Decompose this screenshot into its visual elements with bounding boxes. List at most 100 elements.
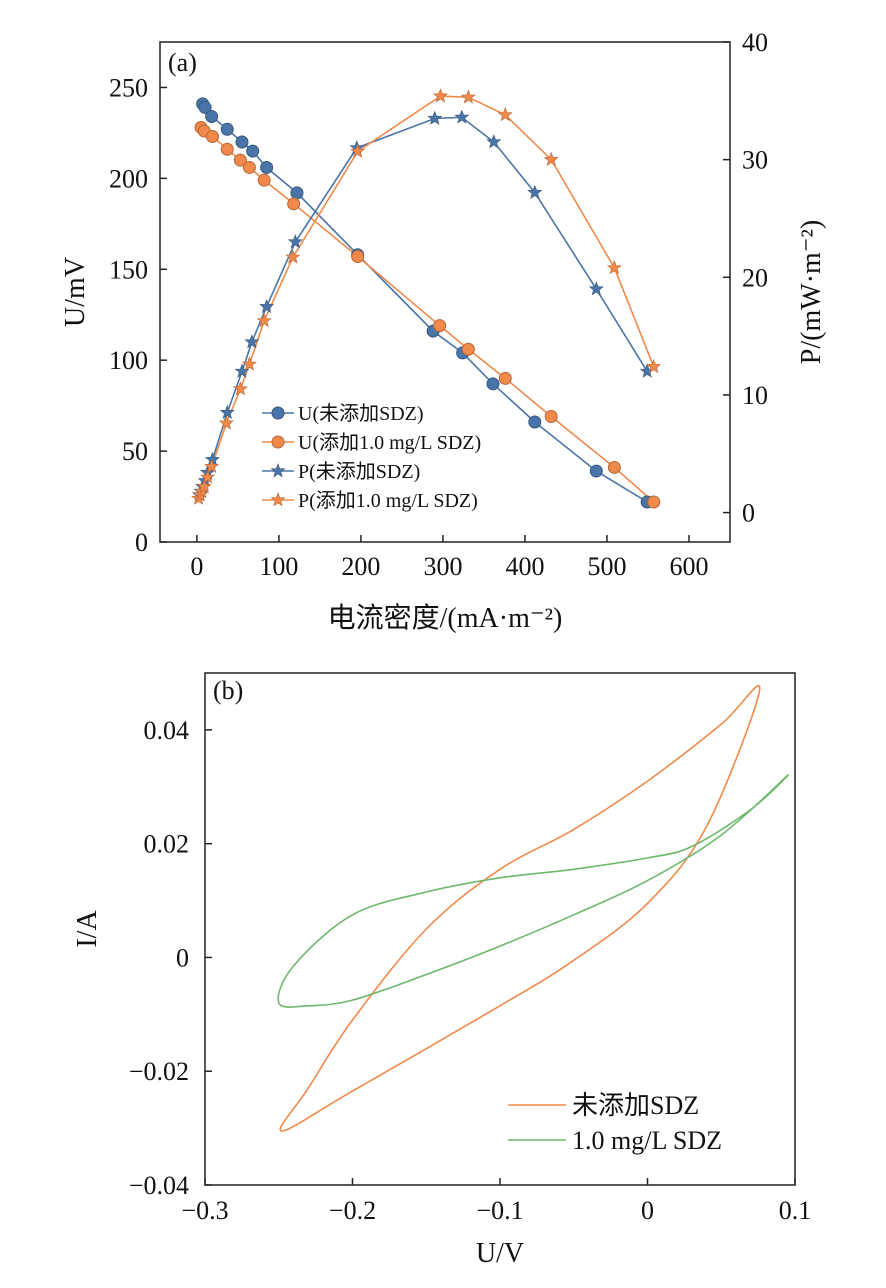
data-point — [432, 88, 448, 103]
data-point — [287, 234, 303, 249]
y-left-tick-label: 100 — [109, 346, 148, 375]
y-tick-label: 0.02 — [144, 830, 190, 859]
x-tick-label: 100 — [259, 552, 298, 581]
x-tick-label: 500 — [587, 552, 626, 581]
data-point — [290, 186, 304, 200]
data-point — [241, 356, 257, 371]
legend-marker — [271, 435, 285, 449]
data-point — [246, 144, 260, 158]
plot-frame-a — [159, 41, 731, 543]
y-axis-right-ticks-a: 0 10 20 30 40 — [723, 28, 768, 528]
data-point — [588, 281, 604, 296]
cv-curve — [279, 684, 761, 1132]
x-tick-label: 600 — [669, 552, 708, 581]
data-point — [219, 404, 235, 419]
data-point — [233, 153, 247, 167]
legend-label: U(添加1.0 mg/L SDZ) — [298, 431, 481, 454]
y-tick-label: 0.04 — [144, 716, 190, 745]
panel-a: 0 100 200 300 400 500 600 0 50 100 150 200 250 0 10 2… — [60, 28, 827, 634]
y-tick-label: −0.04 — [129, 1171, 189, 1200]
legend-marker — [270, 492, 286, 507]
data-point — [196, 478, 212, 494]
y-right-tick-label: 40 — [742, 28, 768, 57]
x-tick-label: −0.2 — [329, 1196, 376, 1225]
data-point — [242, 160, 256, 174]
x-axis-ticks-b: −0.3 −0.2 −0.1 0 0.1 — [181, 1178, 811, 1225]
x-axis-title-b: U/V — [476, 1238, 524, 1269]
x-tick-label: −0.1 — [476, 1196, 523, 1225]
x-axis-title-a: 电流密度/(mA·m⁻²) — [328, 602, 563, 634]
data-point — [606, 260, 622, 275]
data-point — [200, 469, 216, 484]
x-tick-label: 0 — [190, 552, 203, 581]
data-point — [287, 197, 301, 211]
data-point — [285, 249, 301, 264]
data-point — [589, 464, 603, 478]
y-right-tick-label: 30 — [742, 146, 768, 175]
panel-b: −0.3 −0.2 −0.1 0 0.1 −0.04 −0.02 0 0.02 0.04 (b)… — [72, 672, 811, 1269]
data-point — [259, 298, 275, 314]
legend-marker — [271, 406, 285, 420]
x-tick-label: 0 — [641, 1196, 654, 1225]
data-point — [219, 415, 234, 430]
data-point — [486, 377, 500, 391]
data-point — [527, 184, 543, 199]
legend-label: P(未添加SDZ) — [298, 460, 420, 483]
data-point — [350, 143, 366, 158]
data-point — [351, 250, 365, 264]
y-tick-label: 0 — [176, 943, 189, 972]
legend-label: P(添加1.0 mg/L SDZ) — [298, 489, 478, 512]
data-point — [528, 415, 542, 429]
y-axis-right-title-a: P/(mW·m⁻²) — [796, 220, 827, 364]
data-point — [220, 122, 234, 136]
data-point — [260, 160, 274, 174]
legend-marker — [270, 463, 286, 478]
y-right-tick-label: 20 — [742, 263, 768, 292]
data-point — [198, 100, 212, 114]
legend-label: 1.0 mg/L SDZ — [572, 1126, 722, 1155]
data-point — [235, 135, 249, 149]
x-tick-label: 200 — [341, 552, 380, 581]
y-left-tick-label: 0 — [135, 528, 148, 557]
x-tick-label: −0.3 — [181, 1196, 228, 1225]
y-tick-label: −0.02 — [129, 1057, 189, 1086]
y-axis-title-b: I/A — [72, 910, 103, 948]
y-left-tick-label: 250 — [109, 73, 148, 102]
data-point — [607, 460, 621, 474]
data-point — [497, 107, 513, 122]
data-point — [205, 130, 219, 144]
data-point — [244, 334, 260, 349]
y-axis-ticks-b: −0.04 −0.02 0 0.02 0.04 — [129, 716, 212, 1200]
data-point — [205, 110, 219, 124]
series-a — [191, 88, 662, 509]
data-point — [461, 342, 475, 356]
data-point — [460, 89, 476, 104]
data-point — [204, 458, 220, 474]
data-point — [454, 109, 470, 124]
x-tick-label: 400 — [505, 552, 544, 581]
y-right-tick-label: 0 — [742, 499, 755, 528]
data-point — [232, 381, 248, 396]
legend-label: U(未添加SDZ) — [298, 402, 424, 425]
y-left-tick-label: 50 — [122, 437, 148, 466]
data-point — [646, 358, 662, 374]
data-point — [256, 312, 272, 328]
data-point — [220, 142, 234, 156]
panel-label-a: (a) — [168, 48, 197, 77]
legend-b: 未添加SDZ 1.0 mg/L SDZ — [508, 1091, 722, 1155]
data-point — [498, 371, 512, 385]
data-point — [486, 134, 502, 149]
x-tick-label: 300 — [423, 552, 462, 581]
x-tick-label: 0.1 — [779, 1196, 812, 1225]
x-axis-ticks-a: 0 100 200 300 400 500 600 — [190, 535, 708, 581]
y-axis-left-title-a: U/mV — [60, 257, 91, 327]
legend-label: 未添加SDZ — [572, 1091, 699, 1120]
y-axis-left-ticks-a: 0 50 100 150 200 250 — [109, 73, 167, 557]
legend-a: U(未添加SDZ) U(添加1.0 mg/L SDZ) P(未添加SDZ) P(添加1… — [262, 402, 481, 512]
data-point — [257, 173, 271, 187]
data-point — [544, 410, 558, 424]
y-left-tick-label: 200 — [109, 164, 148, 193]
y-left-tick-label: 150 — [109, 255, 148, 284]
cv-curve — [277, 774, 789, 1008]
